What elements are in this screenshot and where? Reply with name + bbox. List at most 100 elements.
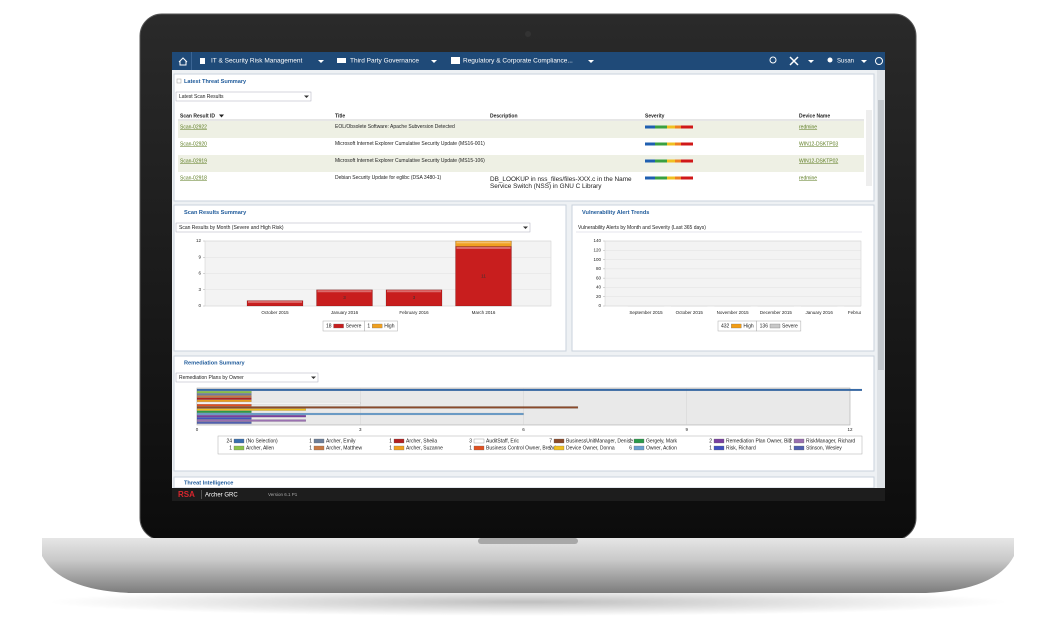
plot-clip — [196, 388, 862, 424]
dropdown-value[interactable]: Remediation Plans by Owner — [179, 375, 244, 381]
dropdown-value[interactable]: Vulnerability Alerts by Month and Severi… — [578, 225, 706, 231]
x-tick-label: December 2015 — [760, 310, 793, 315]
nav-item[interactable]: Third Party Governance — [350, 58, 419, 65]
scan-id[interactable]: Scan-02919 — [180, 158, 207, 164]
y-tick-label: 60 — [596, 275, 602, 280]
legend-name: Archer, Emily — [326, 438, 356, 444]
chart: September 2015 October 2015 80 November 201… — [593, 238, 862, 332]
row-bg — [178, 138, 864, 155]
version: Version 6.1 P1 — [268, 492, 298, 497]
panel-icon — [176, 78, 182, 84]
bar-segment — [455, 240, 512, 247]
legend-count: 1 — [309, 445, 312, 451]
caret — [861, 60, 867, 63]
search-icon[interactable] — [769, 56, 777, 64]
scroll-thumb[interactable] — [878, 100, 884, 370]
dropdown[interactable] — [175, 372, 319, 383]
legend-swatch — [473, 438, 485, 444]
divider — [201, 490, 202, 499]
panel — [173, 476, 875, 489]
bar-segment — [385, 289, 443, 307]
legend-swatch — [633, 445, 645, 451]
x-tick-label: March 2016 — [472, 310, 496, 315]
nav-bar — [172, 52, 885, 70]
y-tick-label: 20 — [596, 294, 602, 299]
legend-swatch — [393, 445, 405, 451]
legend-name: (No Selection) — [246, 438, 278, 444]
scan-id[interactable]: Scan-02918 — [180, 175, 207, 181]
severity-segment — [667, 159, 675, 163]
footer — [172, 488, 885, 501]
y-tick-label: 120 — [593, 247, 601, 252]
camera — [525, 31, 531, 37]
dropdown[interactable] — [175, 222, 531, 233]
legend-name: Stinson, Wesley — [806, 445, 842, 451]
title-cell: Microsoft Internet Explorer Cumulative S… — [335, 158, 485, 164]
x-tick-label: January 2016 — [331, 310, 359, 315]
severity-segment — [667, 142, 675, 146]
legend-name: Archer, Allen — [246, 445, 274, 451]
nav-item[interactable]: Regulatory & Corporate Compliance... — [463, 58, 573, 65]
legend-name: Risk, Richard — [726, 445, 756, 451]
legend-count: 1 — [629, 438, 632, 444]
device-name[interactable]: redmine — [799, 124, 817, 130]
help-icon[interactable] — [875, 57, 883, 65]
scan-id[interactable]: Scan-02922 — [180, 124, 207, 130]
bar-segment — [316, 289, 373, 307]
severity-segment — [681, 176, 693, 180]
user-name[interactable]: Susan — [837, 59, 854, 65]
table: Scan Result ID Title Description Severity De… — [178, 113, 864, 190]
table-scrollbar[interactable] — [866, 110, 872, 186]
legend-name: BusinessUnitManager, Denise — [566, 438, 633, 444]
bar — [196, 412, 524, 416]
x-tick-label: October 2015 — [261, 310, 289, 315]
laptop-base — [42, 538, 1014, 593]
title-cell: EOL/Obsolete Software: Apache Subversion… — [335, 124, 455, 130]
legend-count: 24 — [226, 438, 232, 444]
y-tick-label: 100 — [593, 257, 601, 262]
home-icon[interactable] — [178, 57, 188, 66]
description-cell: DB_LOOKUP in nss_files/files-XXX.c in th… — [490, 176, 633, 190]
legend-swatch — [553, 438, 565, 444]
data-label: 3 — [343, 295, 346, 300]
legend-swatch — [233, 438, 245, 444]
device-name[interactable]: WIN12-DSKTP03 — [799, 141, 838, 147]
notch — [478, 538, 578, 544]
data-label: 3 — [413, 295, 416, 300]
y-tick-label: 3 — [198, 287, 201, 292]
title-cell: Microsoft Internet Explorer Cumulative S… — [335, 141, 485, 147]
device-name[interactable]: redmine — [799, 175, 817, 181]
x-tick-label: 6 — [522, 427, 525, 432]
legend-swatch — [553, 445, 565, 451]
legend-count: 2 — [709, 438, 712, 444]
dropdown-value[interactable]: Latest Scan Results — [179, 94, 224, 100]
plot-area — [604, 240, 862, 307]
panel-title: Latest Threat Summary — [184, 79, 247, 85]
legend-swatch — [313, 445, 325, 451]
caret — [588, 60, 594, 63]
legend-count: 1 — [367, 323, 370, 329]
bar — [196, 399, 252, 402]
bar — [196, 415, 306, 418]
dropdown[interactable] — [175, 91, 312, 102]
nav-item[interactable]: IT & Security Risk Management — [211, 58, 302, 65]
bar-shine — [456, 241, 511, 244]
tools-icon[interactable] — [789, 56, 799, 66]
product: Archer GRC — [205, 493, 238, 499]
panel-title: Remediation Summary — [184, 360, 246, 366]
legend-swatch — [713, 438, 725, 444]
y-tick-label: 80 — [596, 266, 602, 271]
legend-count: 1 — [709, 445, 712, 451]
device-name[interactable]: WIN12-DSKTP02 — [799, 158, 838, 164]
dropdown-value[interactable]: Scan Results by Month (Severe and High R… — [179, 225, 284, 231]
caret — [431, 60, 437, 63]
x-tick-label: September 2015 — [629, 310, 663, 315]
sort-arrow — [219, 114, 224, 118]
bar — [196, 401, 361, 405]
legend-swatch — [713, 445, 725, 451]
bar-shine — [456, 246, 511, 249]
caret — [808, 60, 814, 63]
truck-icon — [337, 58, 346, 63]
scan-id[interactable]: Scan-02920 — [180, 141, 207, 147]
